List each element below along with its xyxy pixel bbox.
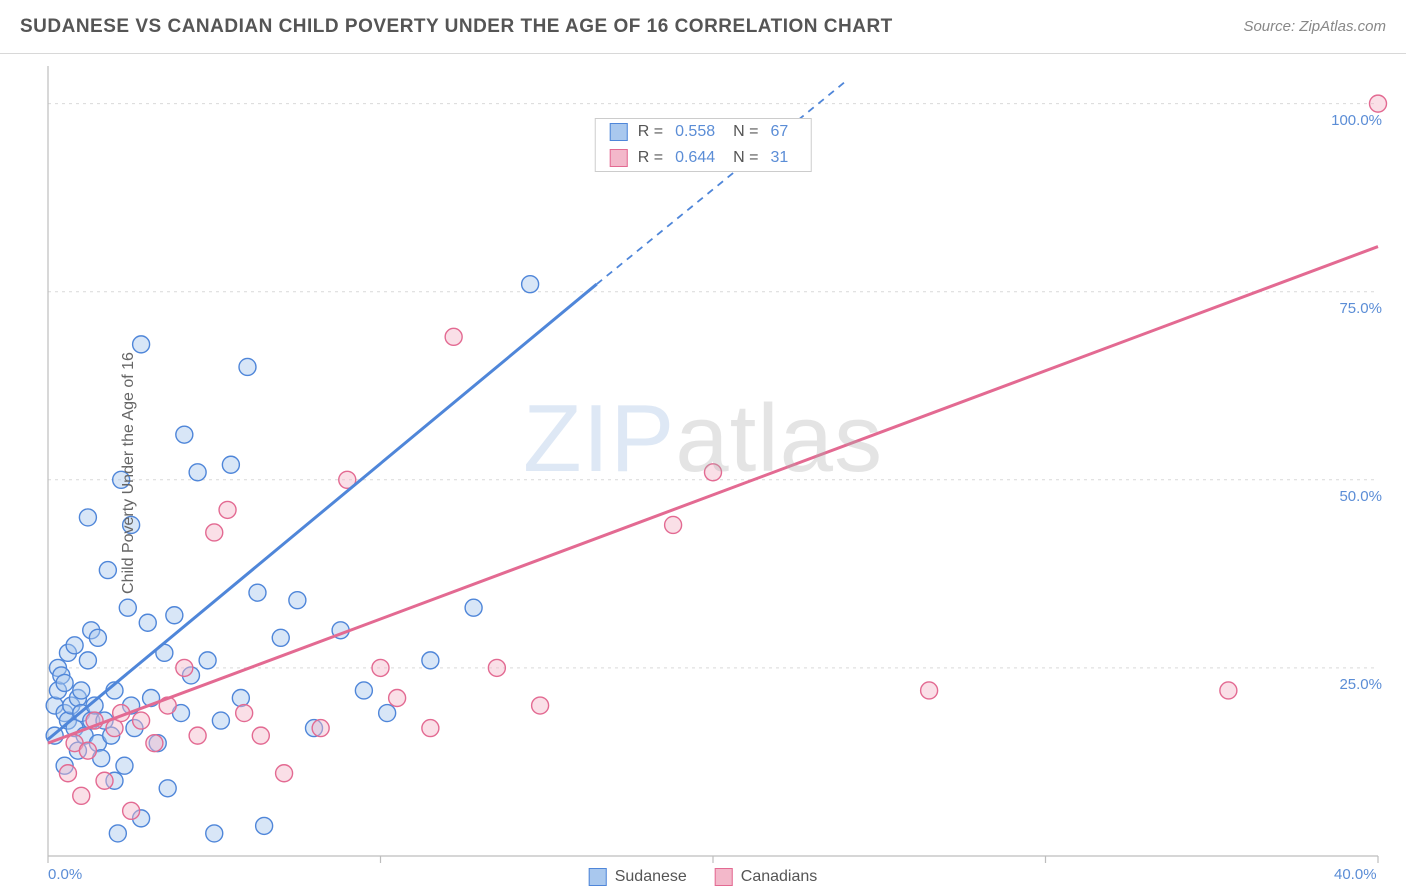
series-legend: Sudanese Canadians (589, 868, 818, 886)
legend-n-label: N = (733, 149, 758, 167)
legend-swatch (715, 868, 733, 886)
y-tick-label: 100.0% (1331, 112, 1382, 129)
legend-r-value: 0.558 (675, 123, 715, 141)
legend-label: Canadians (741, 868, 818, 886)
legend-r-label: R = (638, 149, 663, 167)
header-bar: SUDANESE VS CANADIAN CHILD POVERTY UNDER… (0, 0, 1406, 54)
legend-n-value: 67 (770, 123, 788, 141)
legend-n-label: N = (733, 123, 758, 141)
legend-swatch (589, 868, 607, 886)
legend-swatch (610, 149, 628, 167)
y-tick-label: 25.0% (1339, 676, 1382, 693)
correlation-legend: R = 0.558 N = 67 R = 0.644 N = 31 (595, 118, 812, 172)
legend-label: Sudanese (615, 868, 687, 886)
y-tick-label: 50.0% (1339, 488, 1382, 505)
x-tick-label: 40.0% (1334, 866, 1377, 883)
legend-r-label: R = (638, 123, 663, 141)
legend-n-value: 31 (770, 149, 788, 167)
legend-item: Canadians (715, 868, 818, 886)
legend-item: Sudanese (589, 868, 687, 886)
chart-title: SUDANESE VS CANADIAN CHILD POVERTY UNDER… (20, 16, 893, 38)
legend-r-value: 0.644 (675, 149, 715, 167)
legend-row: R = 0.644 N = 31 (596, 145, 811, 171)
y-tick-label: 75.0% (1339, 300, 1382, 317)
legend-swatch (610, 123, 628, 141)
source-label: Source: ZipAtlas.com (1243, 18, 1386, 35)
chart-area: Child Poverty Under the Age of 16 ZIPatl… (0, 54, 1406, 892)
x-tick-label: 0.0% (48, 866, 82, 883)
legend-row: R = 0.558 N = 67 (596, 119, 811, 145)
y-axis-label: Child Poverty Under the Age of 16 (120, 352, 138, 594)
scatter-plot-svg (0, 54, 1406, 892)
